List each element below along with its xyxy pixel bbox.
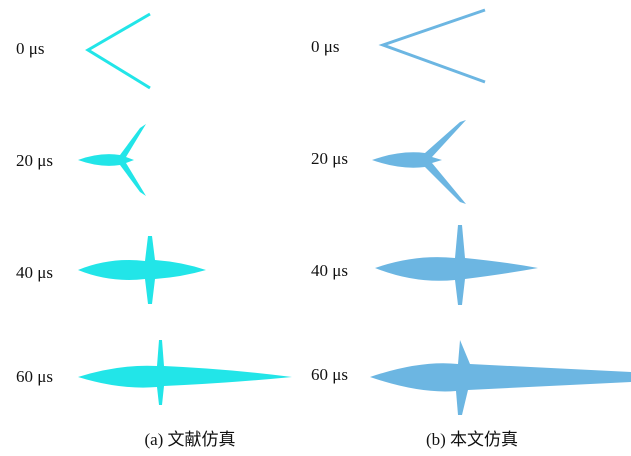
time-label: 0 μs xyxy=(16,39,44,58)
jet-shape xyxy=(372,120,466,204)
jet-shape xyxy=(375,225,538,305)
time-label: 0 μs xyxy=(311,37,339,56)
time-label: 60 μs xyxy=(16,367,53,386)
panel-caption: (a) 文献仿真 xyxy=(144,430,235,449)
figure: 0 μs 20 μs 40 μs 60 μs 0 μs 20 μs 40 μs … xyxy=(0,0,631,456)
jet-shape xyxy=(88,14,150,88)
jet-shape xyxy=(78,124,146,196)
jet-shape xyxy=(78,236,206,304)
jet-shape xyxy=(370,340,631,415)
jet-shape xyxy=(78,340,292,405)
time-label: 60 μs xyxy=(311,365,348,384)
time-label: 20 μs xyxy=(311,149,348,168)
jet-shape xyxy=(383,10,485,82)
time-label: 40 μs xyxy=(311,261,348,280)
panel-caption: (b) 本文仿真 xyxy=(426,430,518,449)
time-label: 20 μs xyxy=(16,151,53,170)
time-label: 40 μs xyxy=(16,263,53,282)
